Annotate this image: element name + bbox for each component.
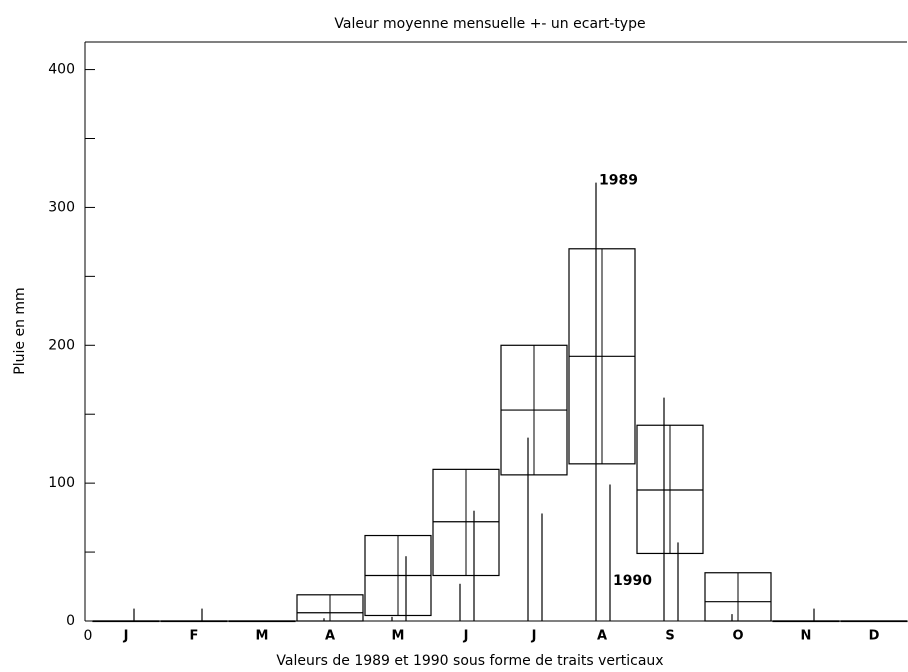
x-tick-label: A (325, 629, 335, 644)
x-tick-label: J (531, 629, 537, 644)
x-tick-label: O (732, 629, 743, 644)
x-tick-label: S (665, 629, 674, 644)
x-tick-label: F (190, 629, 199, 644)
series-annotation: 1989 (599, 173, 638, 189)
y-axis-label: Pluie en mm (12, 287, 28, 374)
x-tick-label: A (597, 629, 607, 644)
x-origin-label: 0 (84, 628, 93, 644)
series-annotation: 1990 (613, 573, 652, 589)
y-tick-label: 200 (48, 337, 75, 353)
y-tick-label: 100 (48, 475, 75, 491)
y-tick-label: 0 (66, 613, 75, 629)
x-tick-label: N (801, 629, 812, 644)
x-axis-label: Valeurs de 1989 et 1990 sous forme de tr… (276, 653, 663, 669)
x-tick-label: M (256, 629, 269, 644)
y-tick-label: 300 (48, 199, 75, 215)
x-tick-label: J (123, 629, 129, 644)
x-tick-label: M (392, 629, 405, 644)
y-tick-label: 400 (48, 62, 75, 78)
x-tick-label: D (869, 629, 880, 644)
chart-title: Valeur moyenne mensuelle +- un ecart-typ… (334, 16, 645, 32)
x-tick-label: J (463, 629, 469, 644)
